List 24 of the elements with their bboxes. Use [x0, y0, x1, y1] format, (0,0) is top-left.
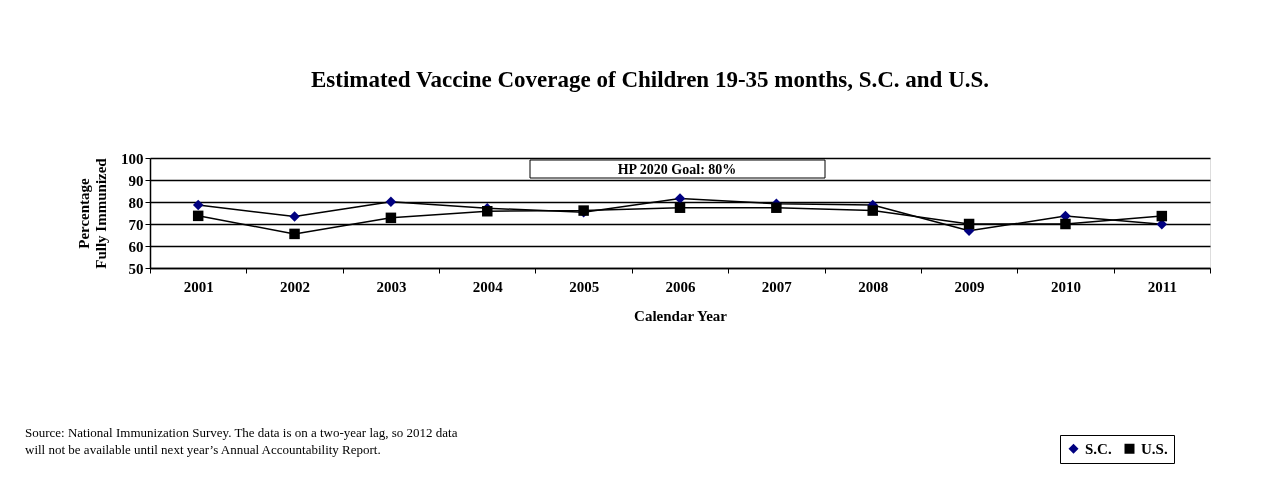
x-tick-label: 2002	[280, 278, 311, 295]
y-tick-label: 80	[128, 194, 144, 211]
x-tick-label: 2003	[376, 278, 407, 295]
x-tick-label: 2008	[858, 278, 889, 295]
y-tick-label: 90	[128, 172, 144, 189]
x-tick-label: 2011	[1147, 278, 1177, 295]
y-tick-label: 60	[128, 238, 144, 255]
x-tick-label: 2001	[183, 278, 214, 295]
annotation: HP 2020 Goal: 80%	[617, 161, 737, 177]
legend-label: S.C.	[1085, 440, 1112, 457]
x-tick-label: 2007	[761, 278, 793, 295]
x-tick-label: 2009	[954, 278, 985, 295]
y-axis-title: Percentage Fully Immunized	[76, 157, 109, 269]
x-tick-label: 2006	[665, 278, 696, 295]
y-tick-label: 70	[128, 216, 144, 233]
x-axis-title: Calendar Year	[634, 307, 728, 324]
y-tick-label: 100	[121, 150, 144, 167]
x-tick-label: 2005	[569, 278, 600, 295]
x-tick-label: 2004	[472, 278, 504, 295]
x-tick-label: 2010	[1050, 278, 1081, 295]
source-note: Source: National Immunization Survey. The data is on a two-year lag, so 2012 data will not be available until next year’s Annual Accountability Report.	[25, 425, 458, 457]
chart-title: Estimated Vaccine Coverage of Children 19-35 months, S.C. and U.S.	[310, 67, 990, 92]
legend-label: U.S.	[1141, 440, 1168, 457]
y-tick-label: 50	[128, 260, 144, 277]
